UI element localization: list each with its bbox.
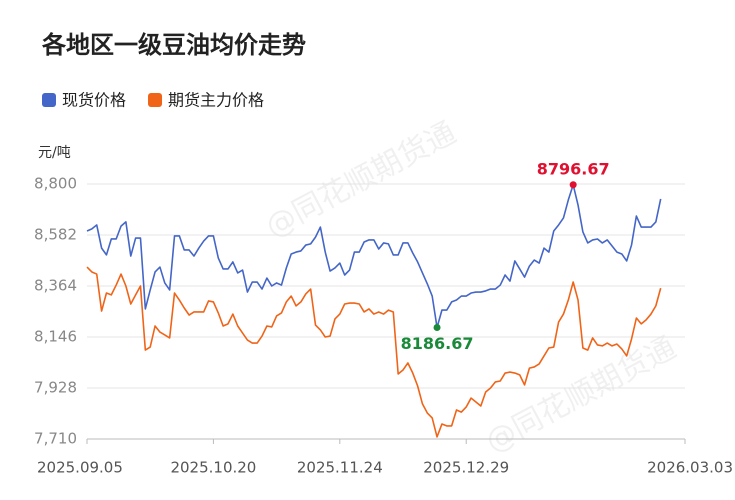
series-line: [86, 266, 662, 438]
y-tick-label: 7,928: [34, 379, 77, 397]
chart-title: 各地区一级豆油均价走势: [41, 31, 306, 59]
extreme-label: 8186.67: [401, 334, 474, 353]
legend-swatch: [148, 93, 163, 107]
x-tick-label: 2025.10.20: [170, 459, 256, 477]
y-tick-label: 8,146: [34, 328, 77, 346]
watermark: @同花顺期货通: [480, 330, 682, 459]
y-tick-label: 8,364: [34, 277, 77, 295]
legend-label: 期货主力价格: [168, 91, 264, 110]
y-tick-label: 8,800: [34, 175, 77, 193]
series-line: [86, 183, 662, 329]
extreme-label: 8796.67: [537, 159, 610, 178]
y-tick-label: 8,582: [34, 226, 77, 244]
y-axis-unit: 元/吨: [38, 145, 71, 161]
legend-label: 现货价格: [62, 91, 126, 110]
extreme-marker: [569, 181, 577, 189]
x-tick-label: 2025.09.05: [37, 459, 123, 477]
x-tick-label: 2025.11.24: [297, 459, 383, 477]
watermark: @同花顺期货通: [260, 115, 462, 244]
extreme-marker: [433, 323, 441, 331]
x-tick-label: 2026.03.03: [647, 459, 733, 477]
x-tick-label: 2025.12.29: [423, 459, 509, 477]
legend-swatch: [42, 93, 56, 107]
y-tick-label: 7,710: [34, 430, 77, 448]
